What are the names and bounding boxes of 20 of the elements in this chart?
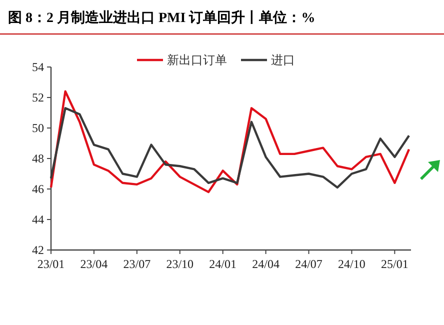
y-tick-label: 48 xyxy=(32,152,44,166)
y-tick-label: 46 xyxy=(32,182,44,196)
x-tick-label: 24/10 xyxy=(338,257,366,271)
x-tick-label: 24/07 xyxy=(295,257,322,271)
x-tick-label: 23/10 xyxy=(166,257,194,271)
x-tick-label: 23/04 xyxy=(80,257,108,271)
y-tick-label: 52 xyxy=(32,90,44,104)
x-tick-label: 24/04 xyxy=(252,257,280,271)
line-series xyxy=(50,90,410,194)
y-tick-label: 50 xyxy=(32,121,44,135)
y-tick-label: 44 xyxy=(32,212,44,226)
legend-label: 新出口订单 xyxy=(167,53,227,67)
x-tick-label: 23/01 xyxy=(37,257,65,271)
x-tick-label: 25/01 xyxy=(381,257,408,271)
chart-title: 图 8：2 月制造业进出口 PMI 订单回升丨单位：% xyxy=(8,9,316,26)
legend-label: 进口 xyxy=(271,53,295,67)
x-tick-label: 24/01 xyxy=(209,257,237,271)
y-tick-label: 42 xyxy=(32,243,44,257)
x-tick-label: 23/07 xyxy=(123,257,151,271)
y-tick-label: 54 xyxy=(32,60,44,74)
